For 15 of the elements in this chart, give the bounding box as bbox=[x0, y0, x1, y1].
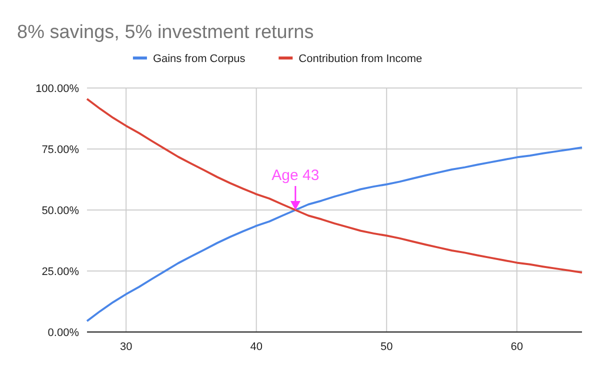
x-tick-label: 60 bbox=[510, 341, 523, 353]
x-tick-label: 30 bbox=[120, 341, 132, 353]
annotation: Age 43 bbox=[272, 167, 320, 184]
x-tick-label: 50 bbox=[380, 341, 393, 353]
y-tick-label: 0.00% bbox=[48, 327, 80, 339]
line-series bbox=[86, 146, 583, 322]
legend-label: Contribution from Income bbox=[298, 53, 422, 65]
y-tick-label: 100.00% bbox=[36, 83, 80, 95]
legend-label: Gains from Corpus bbox=[152, 53, 246, 65]
y-tick-label: 50.00% bbox=[42, 205, 80, 217]
chart-title: 8% savings, 5% investment returns bbox=[17, 22, 314, 43]
y-tick-label: 25.00% bbox=[42, 266, 80, 278]
y-tick-label: 75.00% bbox=[42, 144, 80, 156]
line-series bbox=[86, 98, 583, 274]
x-tick-label: 40 bbox=[250, 341, 262, 353]
